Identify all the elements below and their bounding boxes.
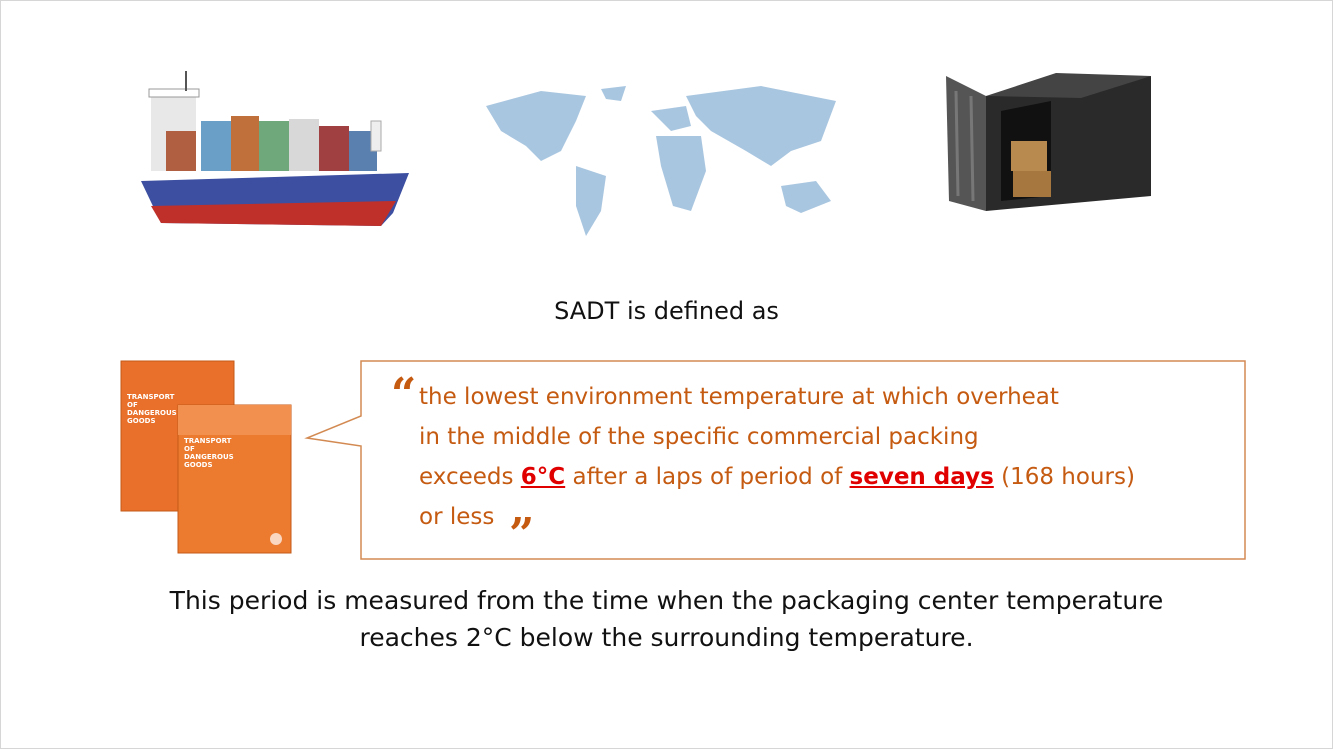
- book-title: TRANSPORT OF DANGEROUS GOODS: [184, 437, 244, 469]
- highlight: seven days: [850, 464, 994, 490]
- quote-line: the lowest environment temperature at wh…: [419, 384, 1059, 410]
- world-map-image: [486, 86, 836, 236]
- container-image: [946, 73, 1151, 211]
- ship-image: [141, 71, 409, 226]
- quote-text: (168 hours): [1001, 464, 1135, 490]
- quote-line: exceeds 6°C after a laps of period of se…: [419, 464, 1135, 490]
- quote-line: in the middle of the specific commercial…: [419, 424, 979, 450]
- book-title: TRANSPORT OF DANGEROUS GOODS: [127, 393, 187, 425]
- highlight: 6°C: [521, 464, 565, 490]
- footer-line: reaches 2°C below the surrounding temper…: [1, 623, 1332, 652]
- open-quote: “: [391, 369, 416, 420]
- quote-text: exceeds: [419, 464, 513, 490]
- footer-line: This period is measured from the time wh…: [1, 586, 1332, 615]
- slide: TRANSPORT OF DANGEROUS GOODS TRANSPORT O…: [0, 0, 1333, 749]
- close-quote: ”: [509, 509, 534, 560]
- heading: SADT is defined as: [1, 297, 1332, 325]
- quote-text: after a laps of period of: [573, 464, 843, 490]
- quote-line: or less: [419, 504, 494, 530]
